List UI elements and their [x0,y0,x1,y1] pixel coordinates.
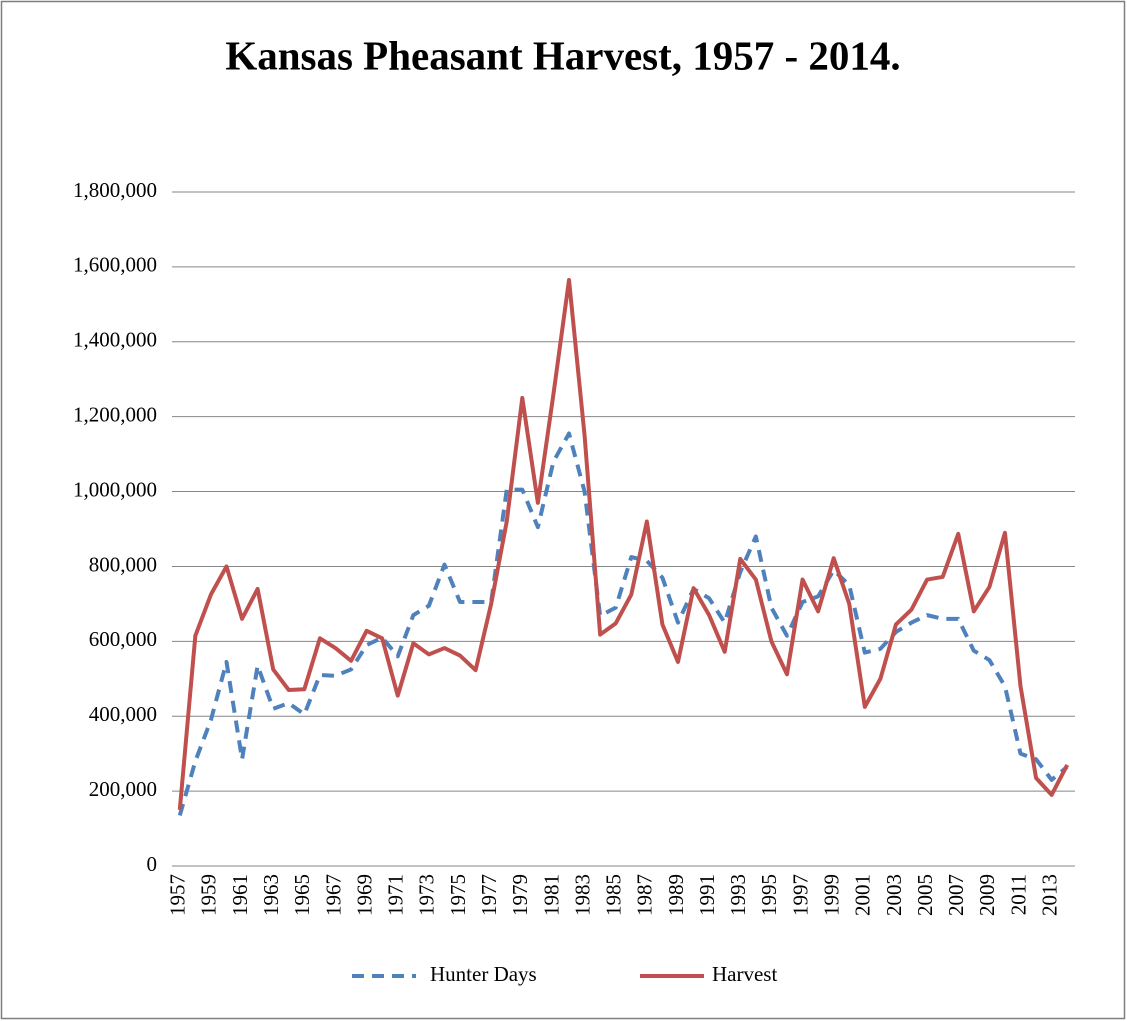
y-tick-label: 1,000,000 [73,477,157,501]
x-tick-label: 1989 [664,874,688,916]
x-tick-label: 1995 [757,874,781,916]
x-tick-label: 2009 [975,874,999,916]
x-tick-label: 1965 [290,874,314,916]
y-tick-label: 400,000 [89,702,157,726]
y-tick-label: 200,000 [89,777,157,801]
x-tick-label: 1977 [477,874,501,916]
data-line [177,431,1069,817]
y-tick-label: 1,800,000 [73,178,157,202]
x-tick-label: 2003 [882,874,906,916]
x-tick-label: 1985 [602,874,626,916]
chart-title: Kansas Pheasant Harvest, 1957 - 2014. [225,32,900,78]
x-tick-label: 1981 [539,874,563,916]
x-tick-label: 1971 [384,874,408,916]
x-tick-label: 1999 [819,874,843,916]
x-tick-label: 1979 [508,874,532,916]
x-tick-label: 1969 [352,874,376,916]
x-tick-label: 1987 [633,874,657,916]
data-line [177,277,1069,811]
x-tick-label: 2011 [1006,874,1030,915]
legend-label: Harvest [712,962,777,986]
x-tick-label: 2007 [944,874,968,916]
y-tick-label: 0 [147,852,158,876]
x-tick-label: 1993 [726,874,750,916]
x-tick-label: 1973 [415,874,439,916]
x-tick-label: 1967 [321,874,345,916]
x-tick-label: 1997 [788,874,812,916]
y-tick-label: 1,200,000 [73,402,157,426]
x-tick-label: 2013 [1037,874,1061,916]
x-tick-label: 1959 [197,874,221,916]
x-tick-label: 1961 [228,874,252,916]
y-tick-label: 1,600,000 [73,253,157,277]
x-tick-label: 1963 [259,874,283,916]
legend-label: Hunter Days [430,962,537,986]
x-tick-label: 2001 [851,874,875,916]
x-tick-label: 1975 [446,874,470,916]
y-tick-label: 800,000 [89,552,157,576]
x-tick-label: 1991 [695,874,719,916]
y-tick-label: 1,400,000 [73,328,157,352]
y-tick-label: 600,000 [89,627,157,651]
x-tick-label: 2005 [913,874,937,916]
x-tick-label: 1957 [166,874,190,916]
x-tick-label: 1983 [570,874,594,916]
